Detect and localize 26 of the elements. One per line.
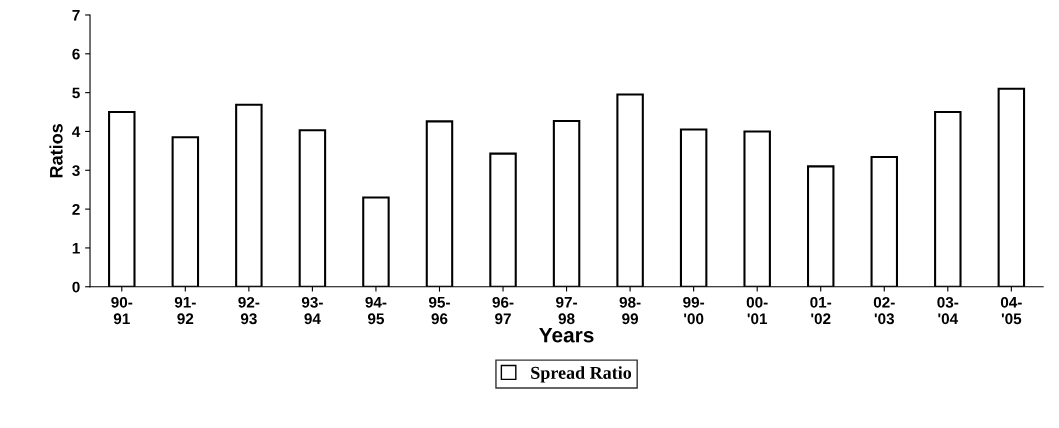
legend-label: Spread Ratio	[531, 366, 632, 383]
x-tick-label: 95- 96	[428, 296, 450, 325]
y-tick-label: 1	[72, 242, 80, 254]
x-tick-label: 98- 99	[619, 296, 641, 325]
y-axis-title: Ratios	[49, 124, 63, 178]
y-tick-label: 7	[72, 10, 80, 21]
x-tick-label: 02- '03	[873, 296, 895, 325]
y-tick-label: 3	[72, 165, 80, 176]
y-tick-label: 5	[72, 87, 80, 99]
x-tick-label: 94- 95	[365, 296, 387, 325]
x-tick-label: 96- 97	[492, 296, 514, 325]
x-tick-label: 03- '04	[937, 296, 959, 325]
x-tick-label: 91- 92	[174, 296, 196, 325]
y-tick-label: 2	[72, 203, 80, 215]
y-tick-label: 4	[72, 126, 81, 137]
x-tick-label: 97- 98	[556, 296, 577, 325]
y-tick-label: 0	[72, 281, 80, 293]
x-tick-label: 00- '01	[746, 296, 768, 325]
x-tick-label: 99- '00	[683, 296, 705, 325]
x-tick-label: 93- 94	[301, 296, 323, 325]
x-axis-title: Years	[539, 327, 594, 343]
y-tick-label: 6	[72, 48, 80, 60]
x-tick-label: 90- 91	[111, 296, 133, 325]
x-tick-label: 01- '02	[810, 296, 832, 325]
x-tick-label: 04- '05	[1000, 296, 1022, 325]
x-tick-label: 92- 93	[238, 296, 260, 325]
